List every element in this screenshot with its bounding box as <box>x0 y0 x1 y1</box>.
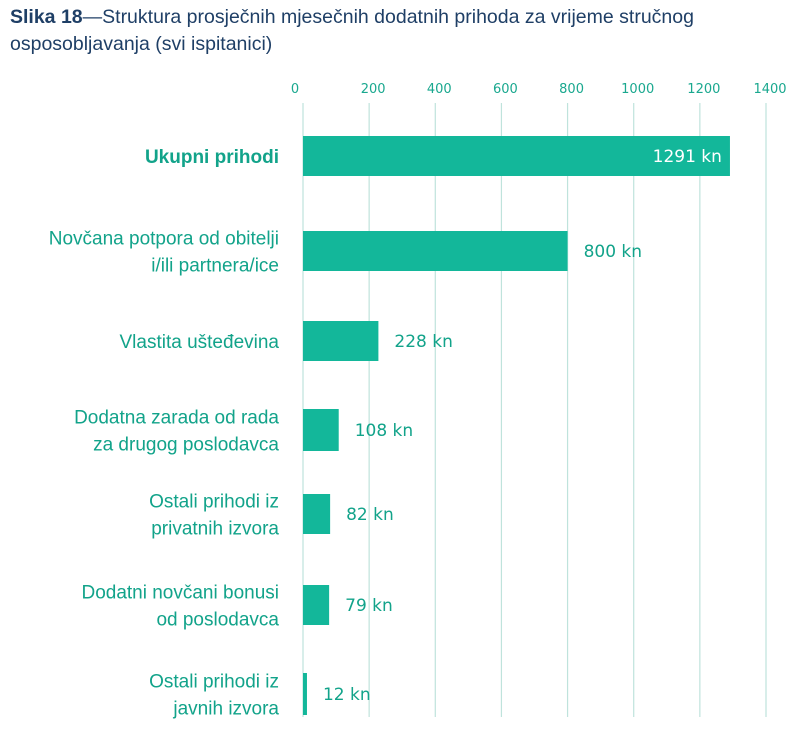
category-label-2: Vlastita ušteđevina <box>120 332 280 353</box>
category-label-line: Dodatna zarada od rada <box>74 408 279 429</box>
value-label-2: 228 kn <box>394 332 452 352</box>
category-label-line: za drugog poslodavca <box>93 435 279 456</box>
value-label-5: 79 kn <box>345 596 393 616</box>
category-label-line: Ukupni prihodi <box>145 147 279 168</box>
category-label-line: i/ili partnera/ice <box>151 256 279 277</box>
category-label-6: Ostali prihodi iz javnih izvora <box>149 672 279 720</box>
value-label-1: 800 kn <box>584 242 642 262</box>
chart-title-prefix: Slika 18 <box>10 6 83 28</box>
category-label-line: privatnih izvora <box>151 519 279 540</box>
category-label-line: Vlastita ušteđevina <box>120 332 280 353</box>
category-label-3: Dodatna zarada od rada za drugog poslodav… <box>74 408 279 456</box>
x-axis-tick-labels: 0 200 400 600 800 1000 1200 1400 <box>291 82 787 97</box>
value-label-0: 1291 kn <box>653 147 722 167</box>
chart-title: Slika 18—Struktura prosječnih mjesečnih … <box>10 4 780 58</box>
value-label-6: 12 kn <box>323 685 371 705</box>
bar-6 <box>303 673 307 715</box>
bar-2 <box>303 321 379 361</box>
bar-5 <box>303 585 330 625</box>
x-tick-label-1000: 1000 <box>621 82 654 97</box>
bar-1 <box>303 231 568 271</box>
category-label-1: Novčana potpora od obitelji i/ili partner… <box>49 229 279 277</box>
chart-gridlines <box>302 103 767 717</box>
chart-bars <box>303 136 730 715</box>
value-labels: 1291 kn 800 kn 228 kn 108 kn 82 kn 79 kn 12 kn <box>323 147 722 705</box>
value-label-3: 108 kn <box>355 421 413 441</box>
category-label-line: Novčana potpora od obitelji <box>49 229 279 250</box>
value-label-4: 82 kn <box>346 505 394 525</box>
category-label-5: Dodatni novčani bonusi od poslodavca <box>81 583 279 631</box>
category-label-line: Ostali prihodi iz <box>149 492 279 513</box>
x-tick-label-800: 800 <box>559 82 584 97</box>
x-tick-label-600: 600 <box>493 82 518 97</box>
category-label-0: Ukupni prihodi <box>145 147 279 168</box>
x-tick-label-0: 0 <box>291 82 299 97</box>
x-tick-label-1200: 1200 <box>687 82 720 97</box>
category-label-line: javnih izvora <box>172 699 279 720</box>
bar-0 <box>303 136 730 176</box>
category-label-line: Ostali prihodi iz <box>149 672 279 693</box>
x-tick-label-200: 200 <box>361 82 386 97</box>
chart-title-text: —Struktura prosječnih mjesečnih dodatnih… <box>10 6 694 55</box>
x-tick-label-400: 400 <box>427 82 452 97</box>
category-label-4: Ostali prihodi iz privatnih izvora <box>149 492 279 540</box>
category-label-line: Dodatni novčani bonusi <box>81 583 279 604</box>
x-tick-label-1400: 1400 <box>753 82 786 97</box>
bar-4 <box>303 494 331 534</box>
category-label-line: od poslodavca <box>156 610 279 631</box>
category-labels: Ukupni prihodi Novčana potpora od obitelj… <box>49 147 280 720</box>
bar-3 <box>303 409 339 451</box>
